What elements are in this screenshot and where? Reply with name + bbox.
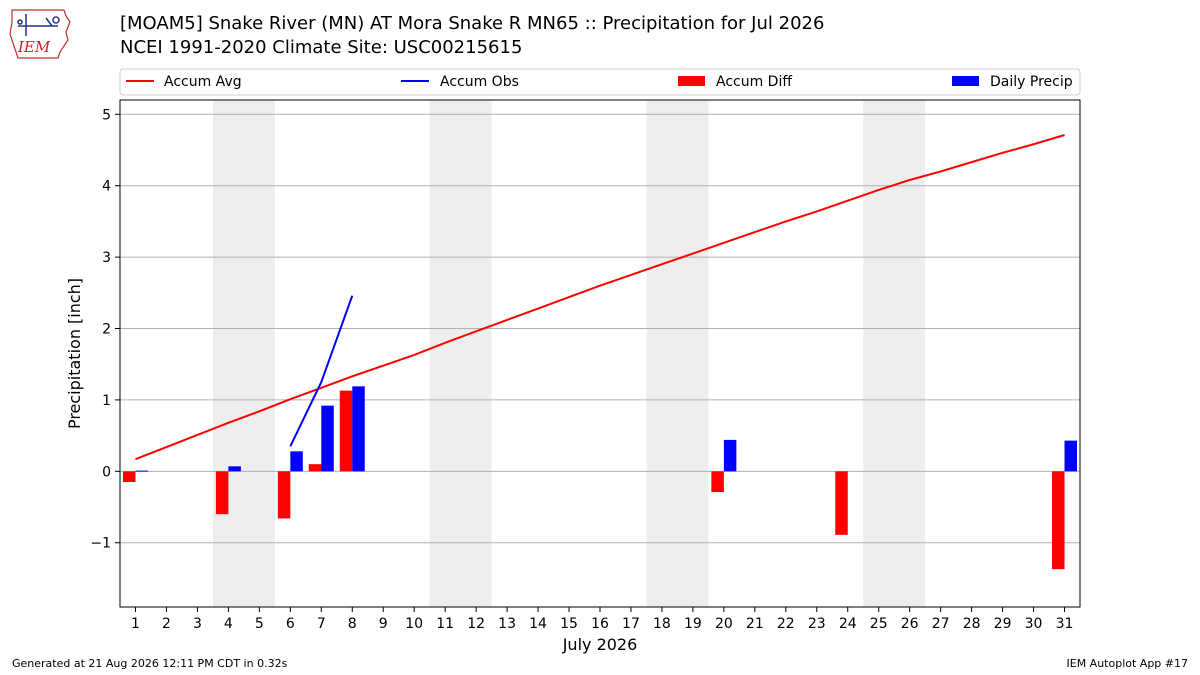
x-tick-label: 14 <box>529 616 547 632</box>
x-tick-label: 28 <box>963 616 981 632</box>
daily-precip-bar <box>321 405 334 472</box>
bars <box>122 386 1078 570</box>
daily-precip-bar <box>352 386 365 472</box>
chart-title: [MOAM5] Snake River (MN) AT Mora Snake R… <box>120 13 825 34</box>
x-tick-label: 23 <box>808 616 826 632</box>
legend-swatch-accum-diff <box>678 76 705 86</box>
x-tick-label: 8 <box>348 616 357 632</box>
accum-diff-bar <box>277 471 291 519</box>
x-tick-label: 15 <box>560 616 578 632</box>
x-tick-label: 12 <box>467 616 485 632</box>
y-axis: −1 0 1 2 3 4 5 <box>90 107 120 552</box>
accum-obs-line <box>289 295 354 447</box>
x-tick-label: 9 <box>379 616 388 632</box>
x-tick-label: 20 <box>715 616 733 632</box>
x-tick-label: 26 <box>901 616 919 632</box>
x-tick-label: 18 <box>653 616 671 632</box>
iem-logo-text: IEM <box>17 38 51 56</box>
x-tick-label: 11 <box>436 616 454 632</box>
y-axis-label: Precipitation [inch] <box>65 278 84 429</box>
chart-subtitle: NCEI 1991-2020 Climate Site: USC00215615 <box>120 37 523 58</box>
generated-timestamp: Generated at 21 Aug 2026 12:11 PM CDT in… <box>12 657 288 670</box>
y-tick-label: 3 <box>102 250 111 266</box>
x-tick-label: 16 <box>591 616 609 632</box>
x-tick-label: 30 <box>1025 616 1043 632</box>
y-tick-label: 4 <box>102 179 111 195</box>
y-tick-label: 2 <box>102 322 111 338</box>
x-tick-label: 22 <box>777 616 795 632</box>
weather-station-icon <box>17 14 60 36</box>
accum-diff-bar <box>835 471 848 535</box>
x-tick-label: 31 <box>1056 616 1074 632</box>
weekend-band <box>646 100 709 607</box>
daily-precip-bar <box>135 470 148 472</box>
x-tick-label: 17 <box>622 616 640 632</box>
x-tick-label: 10 <box>405 616 423 632</box>
x-tick-label: 25 <box>870 616 888 632</box>
y-tick-label: −1 <box>90 536 111 552</box>
weekend-band <box>212 100 275 607</box>
accum-diff-bar <box>308 464 322 472</box>
legend: Accum Avg Accum Obs Accum Diff Daily Precip <box>119 68 1081 96</box>
daily-precip-bar <box>723 439 737 472</box>
x-axis-label: July 2026 <box>562 635 638 654</box>
legend-frame <box>119 68 1081 96</box>
autoplot-app-label: IEM Autoplot App #17 <box>1066 657 1189 670</box>
accum-diff-bar <box>711 471 724 493</box>
x-tick-label: 7 <box>317 616 326 632</box>
x-tick-label: 1 <box>131 616 140 632</box>
x-axis: 1 2 3 4 5 6 7 8 9 10 11 12 13 14 15 16 17 18 19 20 21 22 23 24 2… <box>131 607 1073 632</box>
weekend-band <box>429 100 492 607</box>
x-tick-label: 21 <box>746 616 764 632</box>
daily-precip-bar <box>290 451 303 472</box>
legend-label-accum-avg: Accum Avg <box>164 74 242 90</box>
x-tick-label: 6 <box>286 616 295 632</box>
x-tick-label: 4 <box>224 616 233 632</box>
legend-label-daily-precip: Daily Precip <box>990 74 1073 90</box>
x-tick-label: 5 <box>255 616 264 632</box>
accum-diff-bar <box>122 471 136 483</box>
accum-diff-bar <box>1052 471 1065 570</box>
y-tick-label: 5 <box>102 107 111 123</box>
daily-precip-bar <box>228 466 241 472</box>
x-tick-label: 13 <box>498 616 516 632</box>
accum-avg-line <box>135 134 1065 461</box>
x-tick-label: 19 <box>684 616 702 632</box>
legend-label-accum-diff: Accum Diff <box>716 74 792 90</box>
x-tick-label: 29 <box>994 616 1012 632</box>
weekend-band <box>863 100 926 607</box>
legend-swatch-daily-precip <box>952 76 979 86</box>
iem-logo: IEM <box>9 9 71 59</box>
y-tick-label: 0 <box>102 464 111 480</box>
y-tick-label: 1 <box>102 393 111 409</box>
weekend-bands <box>212 100 926 607</box>
accum-diff-bar <box>339 390 353 472</box>
accum-diff-bar <box>215 471 229 515</box>
daily-precip-bar <box>1064 440 1078 472</box>
lines <box>135 134 1065 461</box>
iowa-outline-icon <box>9 9 71 59</box>
x-tick-label: 27 <box>932 616 950 632</box>
x-tick-label: 2 <box>162 616 171 632</box>
x-tick-label: 3 <box>193 616 202 632</box>
x-tick-label: 24 <box>839 616 857 632</box>
legend-label-accum-obs: Accum Obs <box>440 74 519 90</box>
